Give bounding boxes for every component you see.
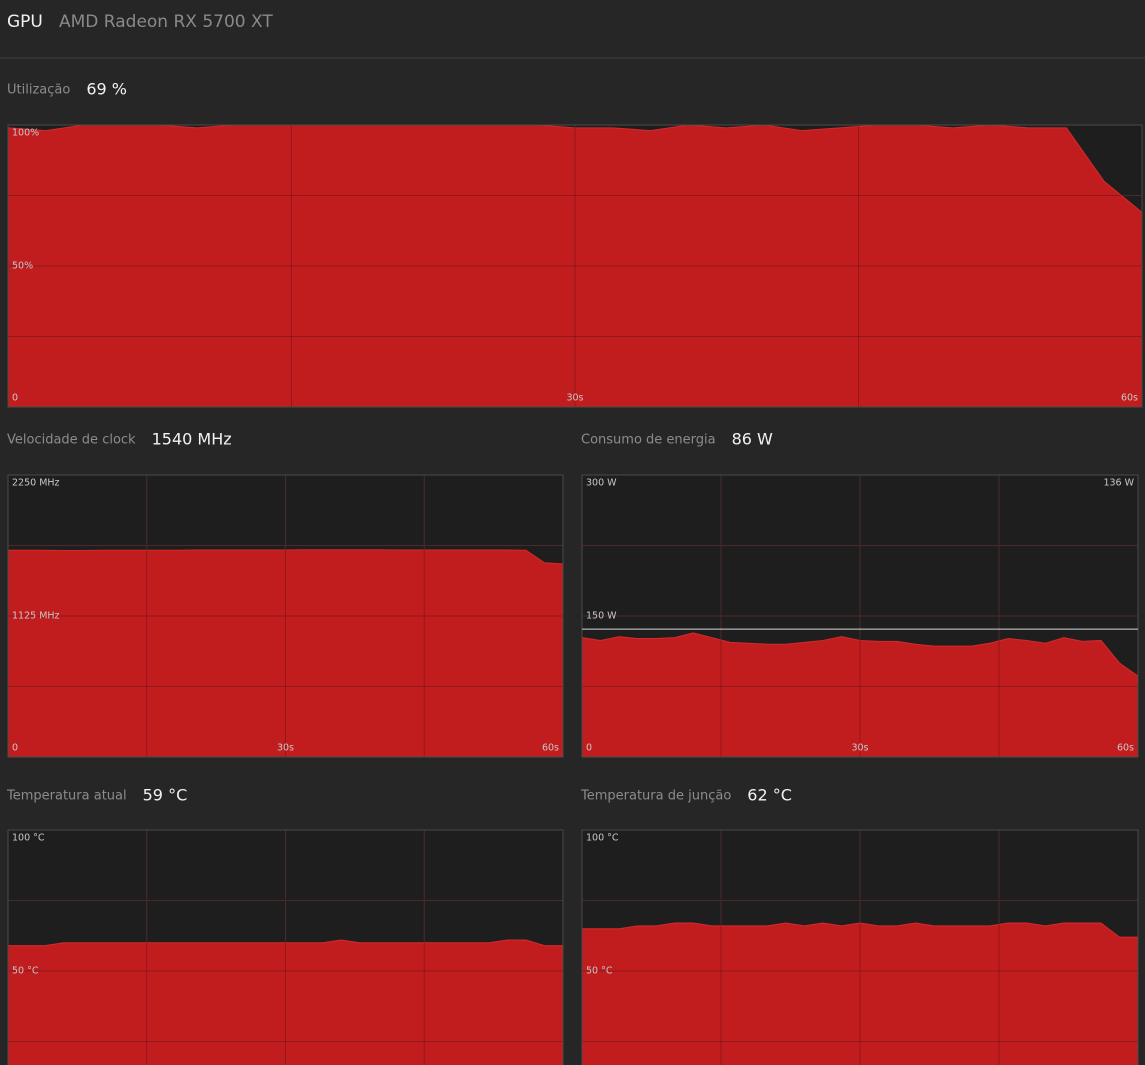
metric-label: Utilização bbox=[7, 83, 70, 98]
metric-label: Temperatura atual bbox=[6, 789, 127, 804]
plot-border bbox=[7, 124, 1143, 408]
metric-label: Temperatura de junção bbox=[580, 789, 731, 804]
y-tick-label: 1125 MHz bbox=[12, 611, 60, 622]
metric-value: 62 °C bbox=[747, 786, 792, 805]
metric-value: 1540 MHz bbox=[152, 430, 232, 449]
y-tick-label: 300 W bbox=[586, 478, 617, 489]
plot-border bbox=[581, 474, 1139, 758]
area-series bbox=[581, 922, 1139, 1065]
gpu-name: AMD Radeon RX 5700 XT bbox=[59, 12, 273, 32]
plot-border bbox=[581, 829, 1139, 1065]
x-tick-label: 60s bbox=[1117, 743, 1134, 754]
y-tick-label: 50 °C bbox=[586, 966, 613, 977]
y-tick-label: 2250 MHz bbox=[12, 478, 60, 489]
plot-border bbox=[7, 474, 564, 758]
y-tick-label: 50 °C bbox=[12, 966, 39, 977]
metric-value: 86 W bbox=[732, 430, 773, 449]
metric-label: Velocidade de clock bbox=[7, 433, 136, 448]
max-label: 136 W bbox=[1103, 478, 1134, 489]
x-tick-label: 30s bbox=[566, 393, 583, 404]
x-tick-label: 30s bbox=[277, 743, 294, 754]
y-tick-label: 100 °C bbox=[12, 833, 45, 844]
area-series bbox=[581, 632, 1139, 758]
x-tick-label: 0 bbox=[586, 743, 592, 754]
area-series bbox=[7, 939, 564, 1065]
plot-border bbox=[7, 829, 564, 1065]
y-tick-label: 100 °C bbox=[586, 833, 619, 844]
x-tick-label: 0 bbox=[12, 393, 18, 404]
x-tick-label: 30s bbox=[851, 743, 868, 754]
panel-title: GPU bbox=[7, 12, 43, 32]
metric-value: 59 °C bbox=[143, 786, 188, 805]
x-tick-label: 0 bbox=[12, 743, 18, 754]
y-tick-label: 50% bbox=[12, 261, 33, 272]
area-series bbox=[7, 124, 1143, 408]
x-tick-label: 60s bbox=[542, 743, 559, 754]
metric-value: 69 % bbox=[86, 80, 127, 99]
y-tick-label: 100% bbox=[12, 128, 39, 139]
y-tick-label: 150 W bbox=[586, 611, 617, 622]
metric-label: Consumo de energia bbox=[581, 433, 716, 448]
x-tick-label: 60s bbox=[1121, 393, 1138, 404]
area-series bbox=[7, 549, 564, 758]
